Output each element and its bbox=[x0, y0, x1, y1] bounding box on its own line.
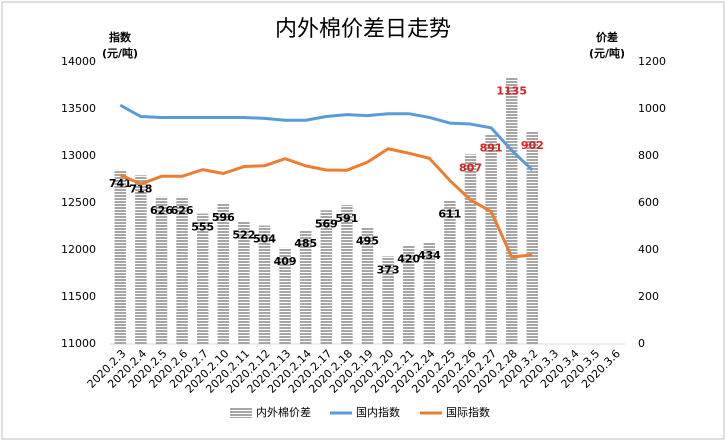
y-tick-label: 11000 bbox=[61, 337, 96, 350]
value-label: 611 bbox=[438, 207, 461, 220]
bar bbox=[176, 196, 188, 344]
value-label: 1135 bbox=[496, 84, 527, 97]
line bbox=[119, 103, 534, 172]
bar bbox=[320, 210, 333, 344]
bar bbox=[505, 77, 518, 345]
value-label: 891 bbox=[480, 142, 503, 155]
bar bbox=[341, 205, 353, 344]
y2-tick-label: 600 bbox=[638, 196, 659, 209]
y2-tick-label: 800 bbox=[638, 149, 659, 162]
value-label: 495 bbox=[356, 235, 379, 248]
value-label: 741 bbox=[109, 177, 132, 190]
bar bbox=[196, 213, 209, 344]
value-label: 485 bbox=[294, 237, 317, 250]
y-tick-label: 13500 bbox=[61, 102, 96, 115]
bar bbox=[423, 242, 436, 344]
value-label: 718 bbox=[129, 182, 152, 195]
bar bbox=[361, 227, 374, 344]
y2-axis-unit: (元/吨) bbox=[589, 46, 625, 60]
y-axis-title: 指数 bbox=[109, 30, 132, 44]
value-label: 569 bbox=[315, 217, 338, 230]
value-label: 420 bbox=[397, 252, 420, 265]
value-label: 373 bbox=[377, 263, 400, 276]
y-axis-unit: (元/吨) bbox=[102, 46, 138, 60]
y2-tick-label: 1200 bbox=[638, 55, 666, 68]
y2-tick-label: 0 bbox=[638, 337, 645, 350]
value-label: 807 bbox=[459, 161, 482, 174]
value-label: 626 bbox=[171, 204, 194, 217]
value-label: 902 bbox=[521, 139, 544, 152]
value-label: 555 bbox=[191, 221, 214, 234]
bar bbox=[155, 196, 168, 344]
value-label: 626 bbox=[150, 204, 173, 217]
bar bbox=[114, 169, 127, 344]
bar bbox=[217, 203, 230, 344]
bar bbox=[444, 200, 456, 344]
value-label: 522 bbox=[232, 228, 255, 241]
y-tick-label: 13000 bbox=[61, 149, 96, 162]
chart-title: 内外棉价差日走势 bbox=[275, 17, 451, 42]
y-tick-label: 12000 bbox=[61, 243, 96, 256]
legend-swatch bbox=[230, 408, 252, 418]
y-tick-label: 12500 bbox=[61, 196, 96, 209]
value-label: 504 bbox=[253, 233, 276, 246]
bar bbox=[382, 256, 394, 344]
value-label: 596 bbox=[212, 211, 235, 224]
line bbox=[119, 147, 533, 259]
bar bbox=[279, 247, 291, 344]
y2-tick-label: 200 bbox=[638, 290, 659, 303]
bar bbox=[135, 175, 147, 344]
bar bbox=[464, 154, 477, 344]
bar bbox=[402, 245, 415, 344]
bar bbox=[258, 225, 271, 344]
bar bbox=[485, 134, 497, 344]
y2-axis-title: 价差 bbox=[596, 30, 618, 44]
value-label: 409 bbox=[274, 255, 297, 268]
value-label: 434 bbox=[418, 249, 441, 262]
bar bbox=[299, 230, 312, 344]
bar bbox=[526, 132, 539, 344]
legend-label: 内外棉价差 bbox=[256, 405, 311, 419]
legend-label: 国际指数 bbox=[446, 405, 490, 419]
y2-tick-label: 1000 bbox=[638, 102, 666, 115]
bar bbox=[238, 221, 250, 344]
y-tick-label: 14000 bbox=[61, 55, 96, 68]
legend-label: 国内指数 bbox=[356, 405, 400, 419]
value-label: 591 bbox=[335, 212, 358, 225]
y2-tick-label: 400 bbox=[638, 243, 659, 256]
y-tick-label: 11500 bbox=[61, 290, 96, 303]
